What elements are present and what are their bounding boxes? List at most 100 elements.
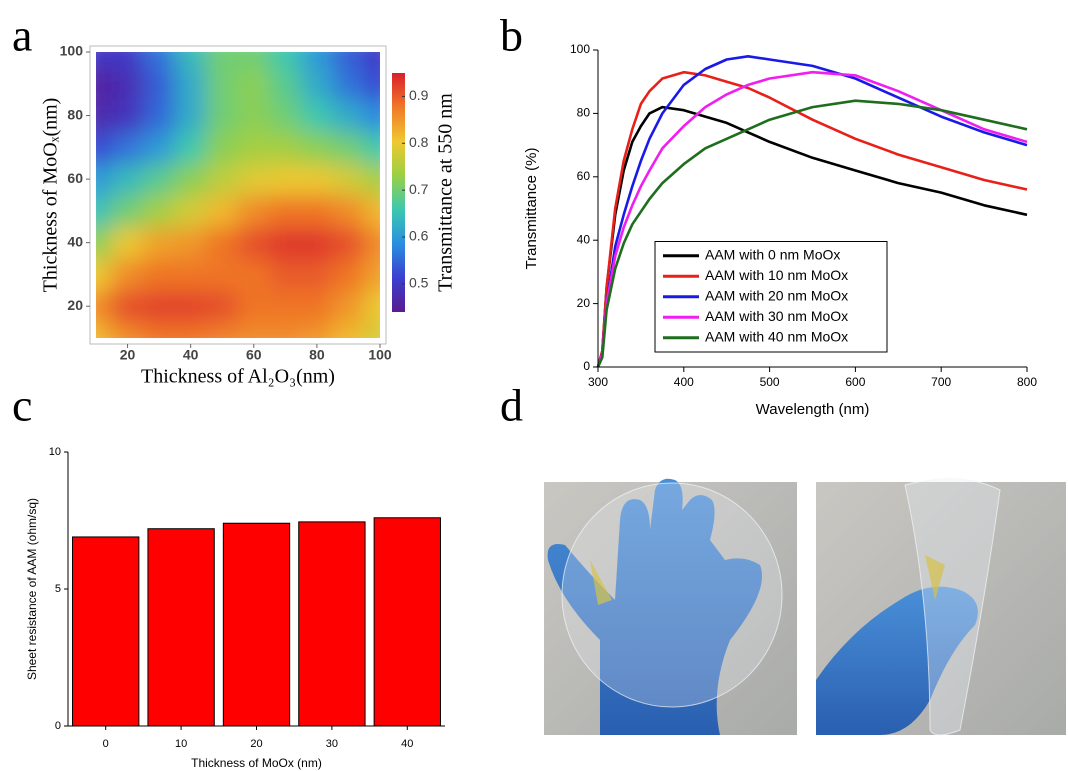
- heatmap-cell: [363, 226, 380, 260]
- heatmap-cell: [300, 99, 334, 132]
- series-line: [596, 55, 1028, 368]
- y-tick-label: 80: [67, 106, 83, 122]
- heatmap-cell: [300, 52, 334, 69]
- series-line: [596, 70, 1028, 368]
- x-tick-label: 500: [760, 375, 780, 389]
- heatmap-cell: [237, 162, 271, 196]
- heatmap-cell: [96, 162, 113, 196]
- x-tick-label: 60: [246, 347, 262, 363]
- heatmap-cell: [205, 67, 239, 101]
- y-tick-label: 40: [577, 232, 591, 246]
- legend-label: AAM with 40 nm MoOx: [705, 328, 848, 344]
- panel-label: c: [12, 380, 32, 431]
- colorbar-tick-label: 0.7: [409, 181, 429, 197]
- heatmap-cell: [142, 162, 176, 196]
- x-tick-label: 100: [368, 347, 392, 363]
- heatmap-cell: [363, 162, 380, 196]
- plot-frame: [89, 45, 387, 345]
- heatmap-cells: [96, 52, 380, 338]
- heatmap-cell: [96, 321, 113, 338]
- heatmap-cell: [174, 99, 207, 132]
- heatmap-cell: [96, 99, 113, 132]
- heatmap-cell: [111, 226, 144, 260]
- series-line: [596, 70, 1028, 368]
- heatmap-cell: [332, 194, 365, 228]
- x-tick-label: 80: [309, 347, 325, 363]
- heatmap-cell: [332, 321, 365, 338]
- heatmap-cell: [363, 258, 380, 291]
- x-tick-label: 20: [250, 738, 262, 750]
- heatmap-cell: [174, 130, 207, 164]
- heatmap-cell: [269, 130, 302, 164]
- heatmap-cell: [111, 52, 144, 69]
- y-axis-label: Thickness of MoOₓ(nm): [40, 98, 62, 293]
- heatmap-cell: [300, 258, 334, 291]
- x-tick-label: 40: [401, 738, 413, 750]
- heatmap-cell: [300, 162, 334, 196]
- series-line: [596, 99, 1028, 368]
- colorbar-label: Transmittance at 550 nm: [435, 93, 457, 292]
- heatmap-cell: [205, 226, 239, 260]
- heatmap-cell: [332, 289, 365, 323]
- x-tick-label: 0: [103, 738, 109, 750]
- heatmap-cell: [142, 289, 176, 323]
- heatmap-cell: [237, 289, 271, 323]
- heatmap-cell: [174, 321, 207, 338]
- heatmap-cell: [237, 258, 271, 291]
- heatmap-cell: [269, 99, 302, 132]
- panel-label: d: [500, 380, 523, 431]
- bar: [298, 521, 366, 727]
- x-tick-label: 30: [326, 738, 338, 750]
- heatmap-cell: [142, 194, 176, 228]
- x-tick-label: 40: [183, 347, 199, 363]
- x-tick-label: 700: [931, 375, 951, 389]
- heatmap-cell: [96, 52, 113, 69]
- heatmap-cell: [300, 67, 334, 101]
- heatmap-cell: [111, 67, 144, 101]
- heatmap-cell: [332, 99, 365, 132]
- y-tick-label: 10: [49, 446, 61, 458]
- heatmap-cell: [332, 67, 365, 101]
- heatmap-cell: [96, 130, 113, 164]
- y-tick-label: 100: [570, 42, 590, 56]
- y-axis-label: Sheet resistance of AAM (ohm/sq): [25, 498, 39, 680]
- bar: [147, 528, 215, 727]
- heatmap-cell: [269, 194, 302, 228]
- y-tick-label: 40: [67, 233, 83, 249]
- y-tick-label: 60: [577, 169, 591, 183]
- x-axis-label: Thickness of Al₂O₃(nm): [141, 366, 335, 388]
- heatmap-cell: [205, 130, 239, 164]
- y-tick-label: 60: [67, 170, 83, 186]
- heatmap-cell: [363, 289, 380, 323]
- heatmap-cell: [363, 67, 380, 101]
- panel-label: b: [500, 10, 523, 61]
- heatmap-cell: [111, 289, 144, 323]
- heatmap-cell: [142, 52, 176, 69]
- colorbar-tick-label: 0.6: [409, 228, 429, 244]
- heatmap-cell: [96, 289, 113, 323]
- heatmap-cell: [205, 162, 239, 196]
- heatmap-cell: [332, 258, 365, 291]
- heatmap-cell: [205, 289, 239, 323]
- heatmap-cell: [332, 52, 365, 69]
- heatmap-cell: [142, 226, 176, 260]
- heatmap-cell: [142, 99, 176, 132]
- heatmap-cell: [269, 52, 302, 69]
- colorbar: [392, 73, 405, 312]
- heatmap-cell: [142, 130, 176, 164]
- bar: [222, 522, 291, 727]
- heatmap-cell: [300, 130, 334, 164]
- y-tick-label: 0: [583, 359, 590, 373]
- heatmap-cell: [111, 194, 144, 228]
- heatmap-cell: [142, 258, 176, 291]
- legend-label: AAM with 30 nm MoOx: [705, 308, 848, 324]
- heatmap-cell: [300, 194, 334, 228]
- colorbar-tick-label: 0.9: [409, 87, 429, 103]
- legend-label: AAM with 10 nm MoOx: [705, 267, 848, 283]
- x-axis-label: Thickness of MoOx (nm): [191, 756, 322, 770]
- heatmap-cell: [237, 321, 271, 338]
- heatmap-cell: [174, 67, 207, 101]
- heatmap-cell: [269, 289, 302, 323]
- y-tick-label: 5: [55, 583, 61, 595]
